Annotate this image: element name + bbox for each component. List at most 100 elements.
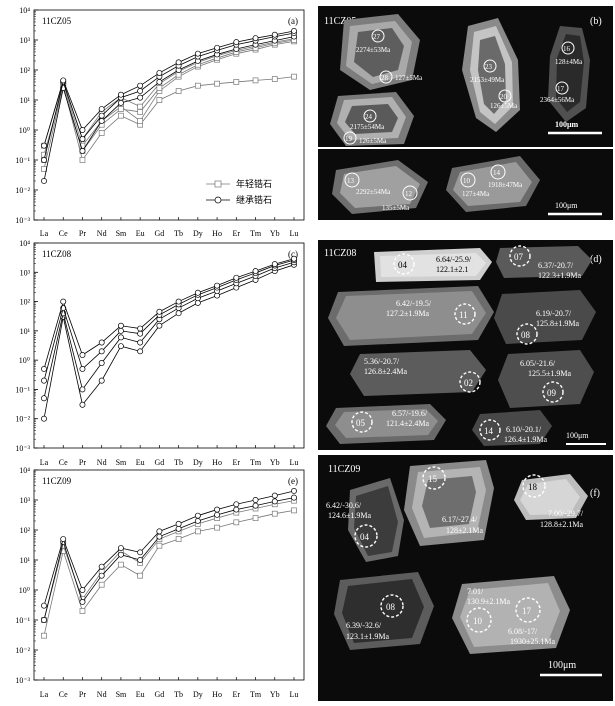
x-tick-label: Ce [59,458,68,467]
y-tick-label: 10⁴ [19,466,30,475]
x-tick-label: Gd [154,458,164,467]
data-point-circle [252,497,259,503]
series-line [43,500,295,621]
data-point-square [194,82,201,89]
data-point-square [118,561,124,568]
series-line [43,40,295,161]
data-point-circle [156,528,163,535]
data-point-circle [156,69,163,76]
x-tick-label: Sm [116,229,127,238]
series-line [43,36,295,182]
data-point-square [137,572,144,579]
legend-marker-circle [214,196,222,204]
y-tick-label: 10⁰ [19,586,30,595]
data-point-circle [60,77,67,84]
legend-marker-square [214,180,222,188]
y-tick-label: 10⁴ [19,6,30,15]
data-point-square [252,515,259,521]
data-point-circle [117,322,124,329]
plot-title: 11CZ09 [42,476,72,486]
data-point-circle [233,501,240,508]
data-point-circle [60,298,67,305]
y-tick-label: 10² [20,298,31,307]
data-point-circle [194,289,201,296]
data-point-circle [291,488,297,494]
data-point-circle [79,598,86,605]
x-tick-label: La [40,229,49,238]
data-point-circle [271,492,278,499]
data-point-circle [291,28,297,34]
data-point-square [175,88,182,94]
y-tick-label: 10⁻¹ [15,385,30,394]
data-point-circle [98,563,105,570]
plot-title: 11CZ05 [42,16,72,26]
data-point-circle [79,352,86,358]
x-tick-label: Lu [290,458,299,467]
data-point-circle [117,343,124,350]
data-point-square [41,632,47,639]
x-tick-label: Tb [174,458,183,467]
series-line [43,76,295,170]
x-tick-label: Sm [116,458,127,467]
data-point-circle [137,339,144,346]
x-tick-label: Pr [79,229,86,238]
data-point-circle [60,536,67,542]
y-tick-label: 10⁻² [15,186,30,195]
x-tick-label: Tm [250,458,262,467]
x-tick-label: Er [233,690,241,699]
data-point-circle [252,502,259,509]
data-point-circle [137,549,144,556]
data-point-circle [137,88,144,94]
x-tick-label: Ho [212,229,222,238]
series-line [43,510,295,636]
data-point-circle [41,617,47,623]
data-point-square [137,109,144,115]
data-point-circle [271,31,278,38]
data-point-circle [98,348,105,355]
data-point-square [156,542,163,549]
y-tick-label: 10³ [20,496,31,505]
data-point-circle [156,533,163,540]
x-tick-label: Dy [193,229,203,238]
x-tick-label: Nd [97,458,107,467]
data-point-circle [41,366,47,372]
series-line [43,258,295,370]
y-tick-label: 10⁻³ [15,444,30,453]
data-point-square [156,97,163,103]
data-point-circle [117,545,124,552]
data-point-circle [98,118,105,124]
x-tick-label: Pr [79,458,86,467]
data-point-square [214,80,220,87]
data-point-circle [117,551,124,558]
data-point-circle [175,520,182,527]
data-point-circle [137,557,144,563]
x-tick-label: La [40,690,49,699]
x-tick-label: Eu [136,458,145,467]
y-tick-label: 10¹ [20,96,31,105]
data-point-circle [41,157,47,163]
data-point-square [271,510,278,517]
data-point-circle [79,148,86,154]
data-point-circle [233,39,240,46]
data-point-circle [79,401,86,408]
data-point-circle [271,261,278,268]
data-point-circle [137,82,144,89]
data-point-circle [214,506,221,513]
x-tick-label: Nd [97,690,107,699]
series-line [43,497,295,621]
y-tick-label: 10⁻² [15,415,30,424]
data-point-circle [41,178,47,184]
y-tick-label: 10² [20,526,31,535]
data-point-circle [41,142,47,149]
y-tick-label: 10¹ [20,327,31,336]
y-tick-label: 10⁻² [15,646,30,655]
y-tick-label: 10⁰ [19,356,30,365]
data-point-circle [214,44,221,51]
series-line [43,490,295,606]
plot-frame [33,469,305,681]
data-point-circle [175,525,182,532]
x-tick-label: Ce [59,690,68,699]
x-tick-label: Tb [174,229,183,238]
data-point-circle [98,112,105,119]
